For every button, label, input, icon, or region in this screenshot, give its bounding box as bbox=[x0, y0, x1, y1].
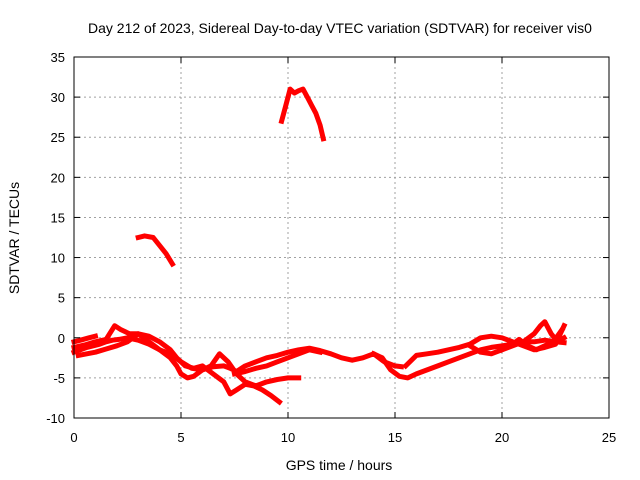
y-axis-ticks: -10 -5 0 5 10 15 20 25 30 35 bbox=[46, 50, 609, 426]
y-tick-label: 20 bbox=[51, 170, 65, 185]
y-tick-label: 10 bbox=[51, 251, 65, 266]
x-axis-label: GPS time / hours bbox=[286, 457, 393, 473]
series-line-arc-2 bbox=[278, 86, 327, 142]
y-tick-label: -10 bbox=[46, 411, 65, 426]
y-tick-label: 5 bbox=[58, 291, 65, 306]
y-axis-label: SDTVAR / TECUs bbox=[6, 182, 22, 294]
series-line-arc-5 bbox=[75, 331, 302, 389]
x-axis-ticks: 0 5 10 15 20 25 bbox=[70, 57, 616, 445]
series-line-arc-1 bbox=[135, 233, 176, 268]
x-tick-label: 10 bbox=[281, 430, 295, 445]
x-tick-label: 20 bbox=[495, 430, 509, 445]
series-line-arc-6 bbox=[70, 333, 99, 345]
y-tick-label: 0 bbox=[58, 331, 65, 346]
series-line-arc-3 bbox=[70, 335, 405, 374]
y-tick-label: 25 bbox=[51, 130, 65, 145]
series-line-arc-7 bbox=[231, 347, 324, 377]
y-tick-label: -5 bbox=[53, 371, 65, 386]
y-tick-label: 35 bbox=[51, 50, 65, 65]
x-tick-label: 25 bbox=[602, 430, 616, 445]
x-tick-label: 5 bbox=[177, 430, 184, 445]
x-tick-label: 0 bbox=[70, 430, 77, 445]
y-tick-label: 15 bbox=[51, 210, 65, 225]
series-layer bbox=[70, 86, 568, 406]
chart-title: Day 212 of 2023, Sidereal Day-to-day VTE… bbox=[88, 20, 592, 36]
series-line-arc-11 bbox=[498, 326, 566, 354]
plot-frame bbox=[73, 56, 610, 419]
series-line-arc-10 bbox=[466, 319, 568, 357]
y-tick-label: 30 bbox=[51, 90, 65, 105]
x-tick-label: 15 bbox=[388, 430, 402, 445]
series-line-arc-8 bbox=[370, 337, 567, 381]
